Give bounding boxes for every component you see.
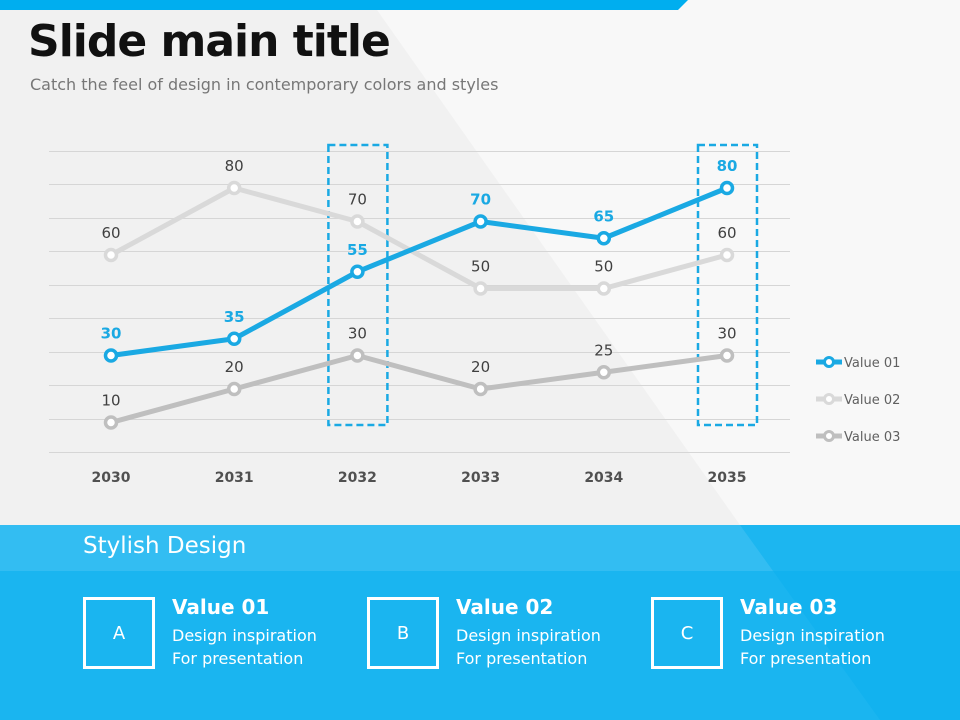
band-title: Stylish Design <box>83 533 247 559</box>
card-line1: Design inspiration <box>740 626 885 645</box>
card-heading: Value 01 <box>172 595 270 619</box>
data-label: 35 <box>224 308 245 326</box>
legend-marker <box>823 393 835 405</box>
slide-title: Slide main title <box>28 16 391 67</box>
data-label: 80 <box>225 157 244 175</box>
data-point <box>473 214 488 229</box>
data-label: 25 <box>594 341 613 359</box>
data-point <box>596 231 612 246</box>
data-point <box>473 381 488 397</box>
card-line2: For presentation <box>740 649 872 668</box>
data-label: 20 <box>225 358 244 376</box>
data-label: 50 <box>471 258 490 276</box>
x-tick-label: 2033 <box>461 470 500 486</box>
data-point <box>719 348 735 363</box>
data-point <box>226 331 242 346</box>
data-point <box>226 381 242 397</box>
card-line1: Design inspiration <box>456 626 601 645</box>
card-letter-box: A <box>83 597 155 669</box>
data-point <box>719 247 735 263</box>
highlight-box <box>696 143 759 427</box>
card-letter-box: C <box>651 597 723 669</box>
legend-label: Value 02 <box>844 393 900 408</box>
data-point <box>226 180 242 196</box>
data-point <box>596 365 612 380</box>
data-label: 55 <box>347 241 368 259</box>
data-point <box>596 281 612 296</box>
data-label: 60 <box>717 224 736 242</box>
x-tick-label: 2034 <box>584 470 623 486</box>
data-point <box>350 264 365 279</box>
card-heading: Value 02 <box>456 595 554 619</box>
data-label: 70 <box>470 191 491 209</box>
card-line2: For presentation <box>172 649 304 668</box>
data-label: 50 <box>594 258 613 276</box>
data-point <box>103 247 119 263</box>
card-line2: For presentation <box>456 649 588 668</box>
slide-subtitle: Catch the feel of design in contemporary… <box>30 75 499 94</box>
data-label: 20 <box>471 358 490 376</box>
series-line-2 <box>109 185 728 291</box>
data-label: 10 <box>101 392 120 410</box>
data-label: 65 <box>593 207 614 225</box>
data-label: 60 <box>101 224 120 242</box>
legend-marker <box>823 356 835 368</box>
data-label: 80 <box>717 157 738 175</box>
card-line1: Design inspiration <box>172 626 317 645</box>
data-label: 30 <box>717 325 736 343</box>
card-heading: Value 03 <box>740 595 838 619</box>
data-point <box>719 180 735 196</box>
series-line-3 <box>110 353 728 425</box>
card-letter-box: B <box>367 597 439 669</box>
data-point <box>103 348 119 363</box>
legend-marker <box>823 430 835 442</box>
top-accent-bar <box>0 0 688 10</box>
data-label: 70 <box>348 191 367 209</box>
data-label: 30 <box>101 325 122 343</box>
data-label: 30 <box>348 325 367 343</box>
x-tick-label: 2030 <box>92 470 131 486</box>
x-tick-label: 2032 <box>338 470 377 486</box>
data-point <box>103 415 119 430</box>
data-point <box>350 214 365 229</box>
highlight-box <box>327 143 389 427</box>
x-tick-label: 2031 <box>215 470 254 486</box>
data-point <box>350 348 365 363</box>
legend-label: Value 03 <box>844 430 900 445</box>
series-line-1 <box>110 185 728 358</box>
data-point <box>473 281 488 296</box>
legend-label: Value 01 <box>844 356 900 371</box>
x-tick-label: 2035 <box>708 470 747 486</box>
